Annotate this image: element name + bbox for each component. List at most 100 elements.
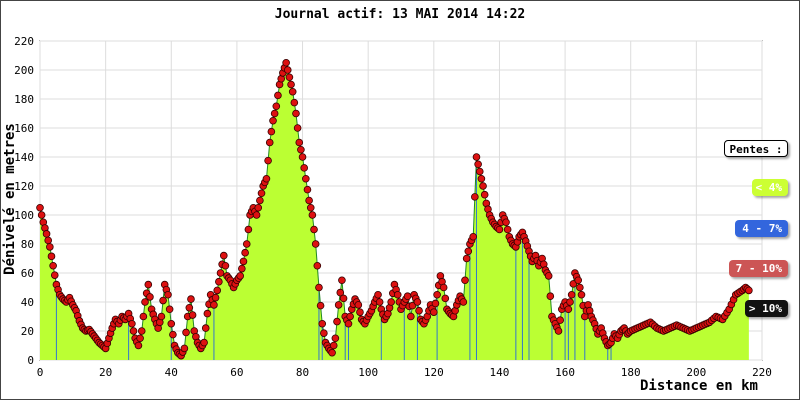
elevation-point bbox=[318, 319, 327, 328]
elevation-point bbox=[292, 109, 300, 118]
elevation-point bbox=[300, 164, 308, 172]
elevation-point bbox=[328, 348, 336, 357]
elevation-point bbox=[430, 308, 438, 316]
elevation-point bbox=[47, 252, 56, 261]
elevation-point bbox=[306, 203, 315, 212]
chart-title: Journal actif: 13 MAI 2014 14:22 bbox=[275, 7, 525, 22]
elevation-point bbox=[215, 277, 223, 286]
elevation-point bbox=[129, 327, 138, 335]
elevation-point bbox=[495, 225, 504, 234]
elevation-point bbox=[285, 73, 294, 82]
x-tick-label: 40 bbox=[165, 366, 178, 379]
x-tick-label: 180 bbox=[621, 366, 641, 379]
legend-item-7-10: 7 - 10% bbox=[729, 260, 788, 277]
elevation-point bbox=[334, 301, 343, 309]
y-tick-label: 60 bbox=[21, 267, 34, 280]
elevation-point bbox=[311, 240, 320, 248]
elevation-point bbox=[472, 153, 481, 161]
legend-item-gt10: > 10% bbox=[745, 300, 788, 317]
elevation-point bbox=[462, 254, 471, 263]
elevation-point bbox=[441, 294, 450, 303]
elevation-point bbox=[262, 174, 271, 183]
elevation-point bbox=[503, 225, 512, 234]
elevation-point bbox=[256, 196, 264, 205]
y-tick-label: 120 bbox=[14, 180, 34, 193]
elevation-point bbox=[236, 272, 244, 280]
x-tick-label: 60 bbox=[230, 366, 243, 379]
elevation-point bbox=[295, 138, 304, 147]
y-tick-label: 20 bbox=[21, 325, 34, 338]
elevation-point bbox=[136, 334, 144, 343]
elevation-point bbox=[479, 182, 487, 190]
elevation-point bbox=[37, 211, 46, 219]
elevation-point bbox=[128, 319, 136, 328]
y-tick-label: 40 bbox=[21, 296, 34, 309]
elevation-point bbox=[252, 211, 261, 219]
elevation-point bbox=[313, 261, 322, 270]
elevation-markers bbox=[36, 58, 753, 360]
elevation-point bbox=[574, 276, 583, 285]
elevation-point bbox=[49, 261, 57, 270]
x-tick-label: 20 bbox=[99, 366, 112, 379]
elevation-point bbox=[356, 308, 364, 316]
elevation-point bbox=[282, 58, 290, 67]
legend-item-4-7: 4 - 7% bbox=[735, 220, 788, 237]
elevation-point bbox=[200, 338, 208, 347]
elevation-point bbox=[546, 292, 555, 301]
elevation-point bbox=[244, 225, 253, 234]
elevation-point bbox=[157, 312, 166, 321]
x-tick-label: 160 bbox=[555, 366, 575, 379]
elevation-point bbox=[567, 290, 576, 299]
elevation-point bbox=[331, 334, 340, 343]
x-tick-label: 120 bbox=[424, 366, 444, 379]
elevation-point bbox=[433, 290, 441, 299]
elevation-point bbox=[302, 174, 310, 183]
axes: 0 20 40 60 80 100 120 140 160 180 200 220 0 20 40 60 80 1… bbox=[14, 35, 772, 379]
y-tick-label: 220 bbox=[14, 35, 34, 48]
elevation-point bbox=[44, 236, 53, 245]
elevation-point bbox=[270, 109, 279, 118]
elevation-point bbox=[475, 167, 484, 176]
elevation-point bbox=[141, 298, 149, 306]
elevation-point bbox=[469, 232, 478, 241]
elevation-point bbox=[387, 298, 395, 306]
elevation-point bbox=[305, 196, 313, 205]
elevation-point bbox=[576, 283, 584, 292]
elevation-point bbox=[239, 257, 248, 266]
elevation-point bbox=[221, 261, 230, 270]
elevation-point bbox=[241, 248, 249, 257]
y-tick-label: 0 bbox=[27, 354, 34, 367]
elevation-point bbox=[293, 124, 302, 132]
elevation-point bbox=[211, 293, 220, 302]
elevation-point bbox=[165, 305, 174, 314]
elevation-point bbox=[254, 203, 263, 212]
elevation-point bbox=[556, 316, 564, 324]
elevation-point bbox=[338, 276, 346, 285]
y-tick-label: 80 bbox=[21, 238, 34, 251]
legend-item-label: < 4% bbox=[755, 181, 783, 194]
elevation-point bbox=[577, 290, 586, 299]
elevation-point bbox=[333, 317, 341, 326]
elevation-point bbox=[139, 312, 148, 321]
elevation-point bbox=[407, 312, 415, 321]
elevation-point bbox=[201, 324, 210, 332]
elevation-point bbox=[167, 319, 176, 328]
elevation-point bbox=[544, 272, 553, 280]
elevation-point bbox=[164, 290, 172, 299]
elevation-point bbox=[264, 156, 272, 165]
elevation-point bbox=[320, 329, 328, 337]
elevation-point bbox=[203, 309, 212, 318]
elevation-point bbox=[137, 327, 146, 335]
legend-item-label: 7 - 10% bbox=[735, 262, 782, 275]
elevation-point bbox=[339, 294, 348, 303]
elevation-point bbox=[283, 66, 292, 74]
elevation-point bbox=[216, 269, 225, 277]
elevation-point bbox=[187, 295, 195, 303]
elevation-point bbox=[329, 341, 338, 350]
elevation-point bbox=[188, 311, 197, 319]
elevation-point bbox=[745, 286, 753, 295]
elevation-point bbox=[315, 283, 323, 292]
elevation-point bbox=[464, 247, 473, 256]
legend-item-label: 4 - 7% bbox=[742, 222, 782, 235]
